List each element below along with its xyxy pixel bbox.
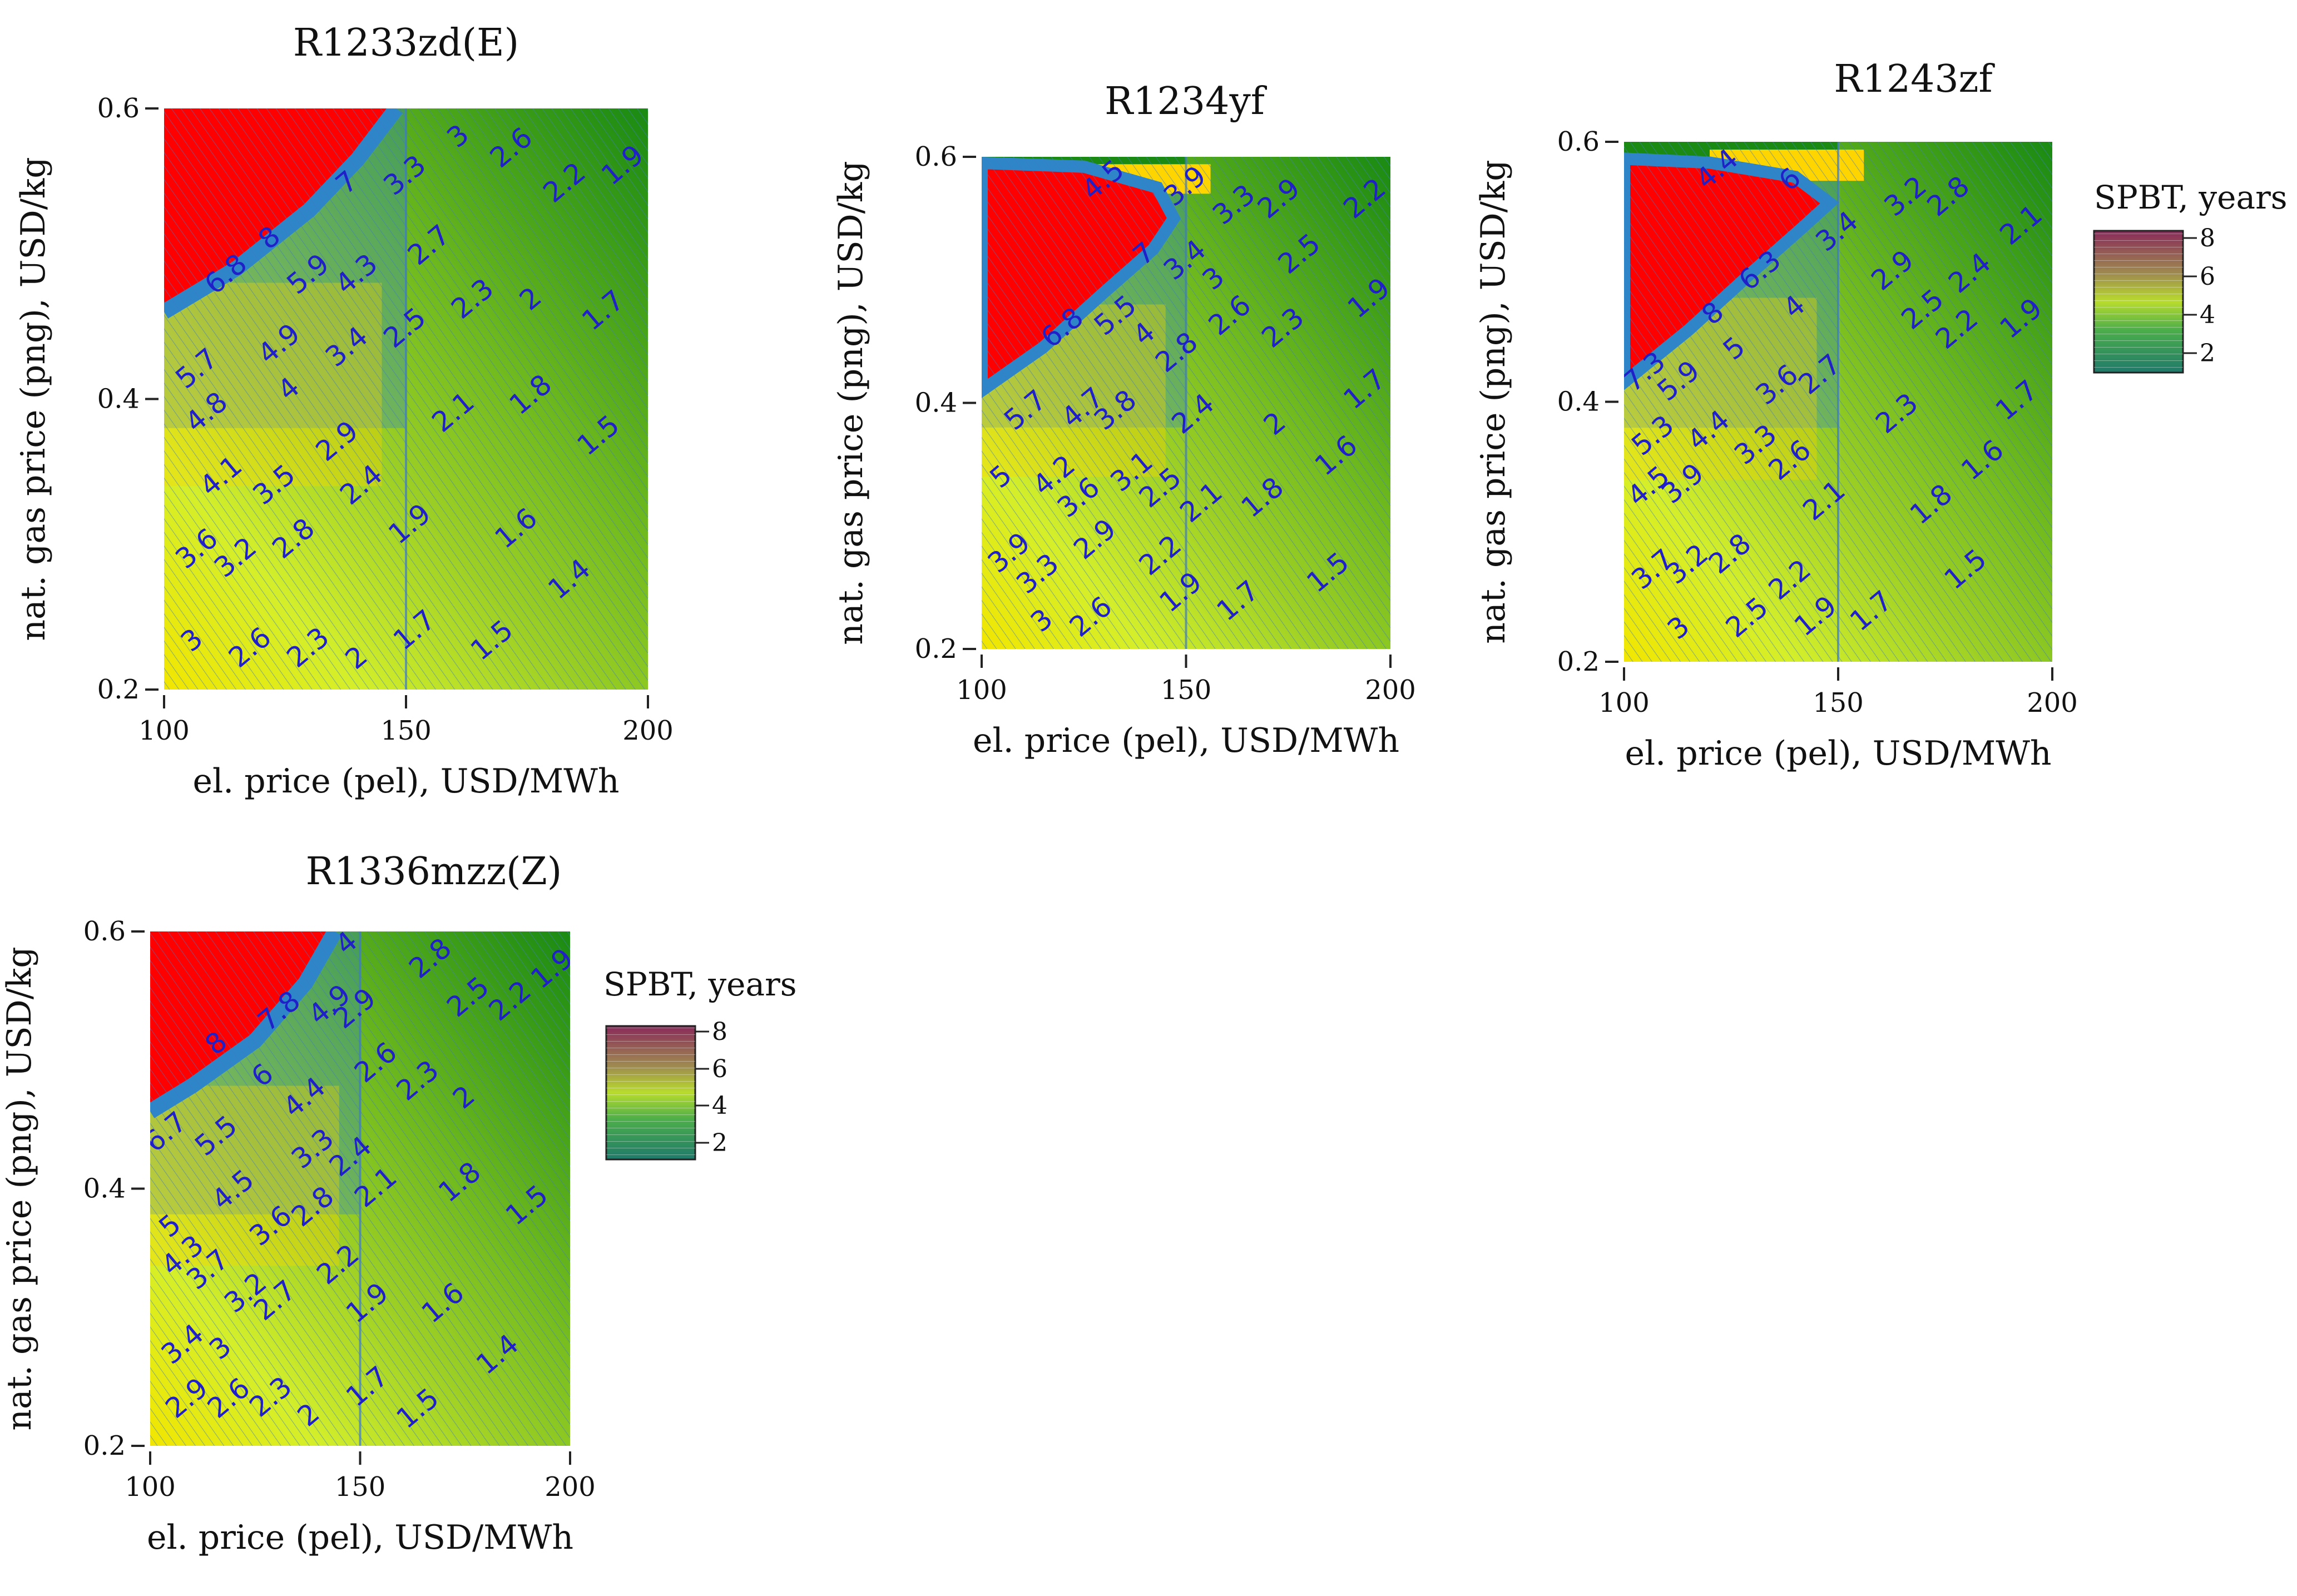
colorbar-lines (606, 1026, 695, 1159)
plot-area: 786.8 5.94.35.7 4.9 3.44.8 44.13.52.93.63.2 2… (164, 108, 648, 690)
legend-title: SPBT, years (2094, 179, 2288, 216)
panel-r1234yf: 4.5 3.973.46.85.542.85.7 4.73.85 4.2 3.13.6 2… (831, 80, 1416, 760)
y-tick-label: 0.6 (1557, 126, 1600, 157)
x-axis-label: el. price (pel), USD/MWh (1625, 734, 2051, 773)
legend-tick: 6 (712, 1055, 727, 1083)
y-tick-label: 0.2 (1557, 646, 1600, 677)
legend-title: SPBT, years (603, 965, 797, 1003)
y-tick-label: 0.2 (83, 1430, 126, 1461)
x-tick-label: 200 (622, 715, 674, 746)
y-axis-label: nat. gas price (png), USD/kg (0, 946, 39, 1430)
plot-area: 4.4 63.486.347.35.953.62.75.3 4.43.34.53.9… (1624, 142, 2052, 662)
legend-tick: 2 (712, 1129, 727, 1157)
chart-title: R1243zf (1834, 57, 1995, 101)
y-axis-label: nat. gas price (png), USD/kg (14, 157, 53, 641)
legend-tick: 2 (2200, 339, 2215, 368)
x-tick-label: 150 (1161, 675, 1212, 706)
plot-area: 4.5 3.973.46.85.542.85.7 4.73.85 4.2 3.13.6 2… (982, 157, 1390, 649)
x-axis-label: el. price (pel), USD/MWh (192, 762, 619, 801)
y-tick-label: 0.4 (83, 1173, 126, 1205)
y-tick-label: 0.6 (97, 93, 140, 124)
x-tick-label: 100 (956, 675, 1007, 706)
legend-tick: 8 (712, 1018, 727, 1046)
y-tick-label: 0.6 (83, 916, 126, 947)
colorbar-lines (2094, 231, 2183, 373)
x-tick-label: 200 (2027, 687, 2078, 718)
chart-title: R1336mzz(Z) (306, 850, 562, 894)
x-tick-label: 100 (138, 715, 190, 746)
y-tick-label: 0.2 (97, 674, 140, 705)
legend-tick: 8 (2200, 224, 2215, 252)
x-tick-label: 150 (1813, 687, 1864, 718)
colorbar-legend-bottom: SPBT, years 8 6 4 2 (603, 965, 797, 1161)
x-tick-label: 200 (544, 1471, 596, 1503)
x-tick-label: 100 (1598, 687, 1650, 718)
y-tick-label: 0.6 (915, 141, 957, 172)
y-axis-label: nat. gas price (png), USD/kg (1474, 160, 1513, 643)
y-tick-label: 0.4 (1557, 386, 1600, 418)
x-tick-label: 100 (125, 1471, 176, 1503)
y-tick-label: 0.2 (915, 633, 957, 665)
panel-r1233zd: 786.8 5.94.35.7 4.9 3.44.8 44.13.52.93.63.2 2… (14, 21, 674, 801)
y-tick-label: 0.4 (97, 384, 140, 415)
legend-tick: 4 (2200, 301, 2215, 329)
legend-tick: 6 (2200, 262, 2215, 291)
x-tick-label: 150 (380, 715, 432, 746)
panel-r1243zf: 4.4 63.486.347.35.953.62.75.3 4.43.34.53.9… (1474, 57, 2078, 773)
x-axis-label: el. price (pel), USD/MWh (973, 721, 1399, 760)
chart-title: R1233zd(E) (293, 21, 519, 65)
legend-tick: 4 (712, 1092, 727, 1120)
y-tick-label: 0.4 (915, 388, 957, 419)
chart-title: R1234yf (1105, 80, 1268, 123)
y-axis-label: nat. gas price (png), USD/kg (831, 161, 870, 645)
colorbar-legend-top: SPBT, years 8 6 4 2 (2093, 179, 2288, 374)
x-axis-label: el. price (pel), USD/MWh (147, 1518, 573, 1557)
x-tick-label: 150 (335, 1471, 386, 1503)
x-tick-label: 200 (1365, 675, 1416, 706)
